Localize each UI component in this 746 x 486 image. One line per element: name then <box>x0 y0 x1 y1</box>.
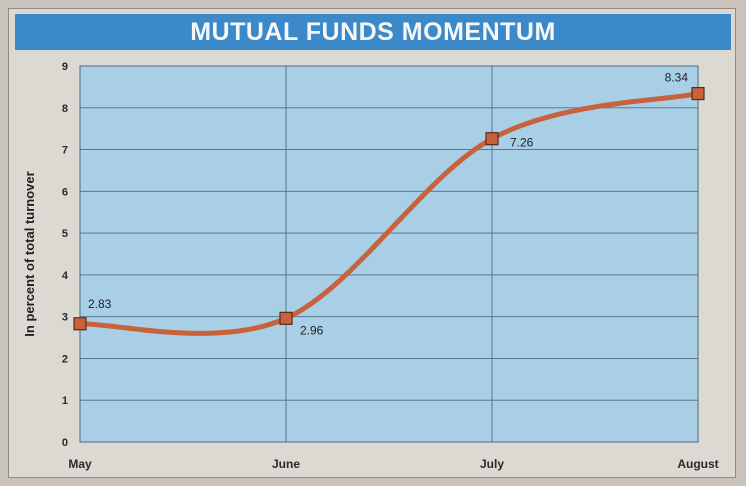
data-markers <box>73 86 705 331</box>
chart-title: MUTUAL FUNDS MOMENTUM <box>190 17 556 46</box>
data-point-marker <box>73 317 87 331</box>
data-label: 7.26 <box>510 136 534 150</box>
y-axis-label: In percent of total turnover <box>22 171 37 336</box>
plot-area <box>79 65 699 443</box>
data-point-marker <box>691 86 705 101</box>
title-bar: MUTUAL FUNDS MOMENTUM <box>15 14 731 50</box>
y-tick-label: 7 <box>62 145 68 157</box>
y-tick-label: 9 <box>62 61 68 73</box>
y-tick-label: 2 <box>62 353 68 365</box>
x-category-label: July <box>480 457 504 471</box>
y-tick-label: 0 <box>62 437 68 449</box>
data-point-marker <box>279 311 293 325</box>
data-label: 2.83 <box>88 297 112 311</box>
y-axis-ticks: 0 1 2 3 4 5 6 7 8 9 <box>62 61 69 449</box>
series-line <box>77 91 701 336</box>
data-label: 8.34 <box>665 71 689 85</box>
data-label: 2.96 <box>300 323 324 337</box>
y-tick-label: 3 <box>62 312 68 324</box>
y-tick-label: 5 <box>62 228 68 240</box>
data-labels: 2.83 2.96 7.26 8.34 <box>88 71 688 338</box>
data-point-marker <box>485 132 499 146</box>
y-tick-label: 6 <box>62 186 68 198</box>
x-category-label: August <box>677 457 718 471</box>
y-tick-label: 4 <box>62 270 69 282</box>
x-axis-categories: May June July August <box>68 457 718 471</box>
x-category-label: June <box>272 457 300 471</box>
grid-lines <box>79 65 699 443</box>
y-tick-label: 1 <box>62 395 68 407</box>
y-tick-label: 8 <box>62 103 68 115</box>
x-category-label: May <box>68 457 92 471</box>
